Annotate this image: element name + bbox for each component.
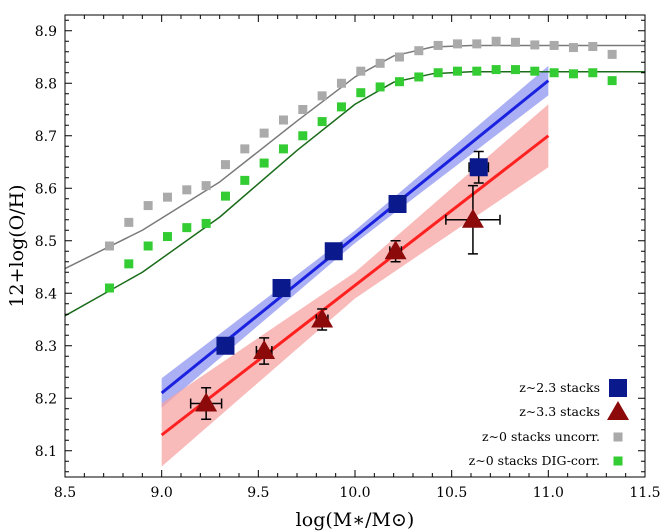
data-points — [104, 36, 617, 420]
data-point-small-square — [588, 68, 598, 78]
y-tick-label: 8.3 — [35, 339, 57, 355]
fit-line-1 — [160, 134, 550, 437]
data-point-small-square — [607, 76, 617, 86]
data-point-small-square — [317, 91, 327, 101]
data-point-small-square — [549, 68, 559, 78]
legend-marker-small-square — [613, 432, 623, 442]
data-point-small-square — [124, 259, 134, 269]
data-point-small-square — [394, 77, 404, 87]
data-point-small-square — [568, 43, 578, 53]
y-tick-label: 8.9 — [35, 24, 57, 40]
data-point-small-square — [182, 223, 192, 233]
legend-marker-small-square — [613, 456, 623, 466]
fit-line-2 — [64, 44, 645, 270]
data-point-small-square — [433, 68, 443, 78]
x-tick-label: 10.5 — [436, 485, 467, 501]
y-tick-label: 8.6 — [35, 181, 57, 197]
x-tick-label: 9.0 — [151, 485, 173, 501]
data-point-triangle — [311, 308, 334, 328]
x-tick-label: 11.0 — [533, 485, 564, 501]
y-tick-label: 8.5 — [35, 234, 57, 250]
y-tick-label: 8.8 — [35, 76, 57, 92]
legend-marker-square — [609, 379, 627, 397]
data-point-small-square — [356, 66, 366, 76]
data-point-square — [272, 279, 291, 297]
data-point-small-square — [317, 117, 327, 127]
legend: z∼2.3 stacks z∼3.3 stacks z∼0 stacks uncor… — [469, 379, 629, 468]
x-tick-label: 8.5 — [54, 485, 76, 501]
data-point-triangle — [195, 392, 218, 412]
data-point-small-square — [220, 160, 230, 170]
x-tick-label: 11.5 — [629, 485, 660, 501]
data-point-small-square — [375, 58, 385, 68]
legend-label: z∼0 stacks DIG-corr. — [469, 453, 600, 468]
data-point-small-square — [201, 181, 211, 191]
data-point-small-square — [201, 218, 211, 228]
data-point-small-square — [298, 131, 308, 141]
data-point-small-square — [414, 46, 424, 56]
data-point-small-square — [472, 39, 482, 49]
data-point-small-square — [104, 283, 114, 293]
y-tick-label: 8.1 — [35, 444, 57, 460]
data-point-small-square — [220, 191, 230, 201]
data-point-small-square — [452, 39, 462, 49]
data-point-small-square — [530, 40, 540, 50]
data-point-small-square — [491, 36, 501, 46]
data-point-small-square — [568, 69, 578, 79]
data-point-triangle — [384, 240, 407, 260]
legend-label: z∼0 stacks uncorr. — [482, 429, 600, 444]
x-tick-label: 9.5 — [247, 485, 269, 501]
data-point-small-square — [336, 102, 346, 112]
data-point-small-square — [143, 201, 153, 211]
data-point-small-square — [510, 65, 520, 75]
data-point-triangle — [253, 340, 276, 359]
data-point-small-square — [510, 37, 520, 47]
legend-label: z∼2.3 stacks — [519, 380, 600, 395]
data-point-small-square — [607, 49, 617, 59]
data-point-small-square — [259, 128, 269, 138]
data-point-square — [216, 336, 235, 355]
data-point-small-square — [491, 65, 501, 75]
data-point-small-square — [298, 105, 308, 114]
data-point-small-square — [414, 72, 424, 82]
data-point-small-square — [104, 241, 114, 251]
fit-line-3 — [64, 70, 645, 317]
data-point-small-square — [452, 66, 462, 76]
y-tick-label: 8.4 — [35, 286, 57, 302]
data-point-square — [388, 195, 407, 213]
data-point-small-square — [143, 241, 153, 251]
data-point-square — [469, 158, 488, 177]
data-point-small-square — [162, 192, 172, 202]
data-point-small-square — [278, 144, 288, 154]
axis-ticks: 8.5 9.0 9.5 10.0 10.5 11.0 11.5 8.1 8.2 8.3 8.4 8.5… — [35, 15, 661, 501]
data-point-small-square — [549, 40, 559, 50]
data-point-small-square — [356, 88, 366, 98]
y-tick-label: 8.2 — [35, 391, 57, 407]
y-axis-label: 12+log(O/H) — [6, 184, 28, 307]
y-tick-label: 8.7 — [35, 129, 57, 145]
data-point-small-square — [240, 144, 250, 154]
data-point-small-square — [336, 78, 346, 88]
data-point-small-square — [588, 42, 598, 51]
data-point-small-square — [472, 66, 482, 76]
data-point-small-square — [182, 185, 192, 195]
x-axis-label: log(M∗/M⊙) — [296, 509, 415, 531]
legend-marker-triangle — [607, 401, 629, 420]
data-point-small-square — [375, 82, 385, 92]
data-point-small-square — [278, 115, 288, 125]
data-point-small-square — [530, 66, 540, 76]
data-point-small-square — [433, 40, 443, 50]
data-point-square — [324, 242, 343, 261]
data-point-small-square — [124, 217, 134, 227]
data-point-small-square — [394, 52, 404, 62]
data-point-small-square — [259, 158, 269, 168]
data-point-small-square — [162, 232, 172, 242]
x-tick-label: 10.0 — [339, 485, 370, 501]
data-point-small-square — [240, 175, 250, 185]
data-point-triangle — [461, 208, 484, 228]
legend-label: z∼3.3 stacks — [519, 404, 600, 419]
